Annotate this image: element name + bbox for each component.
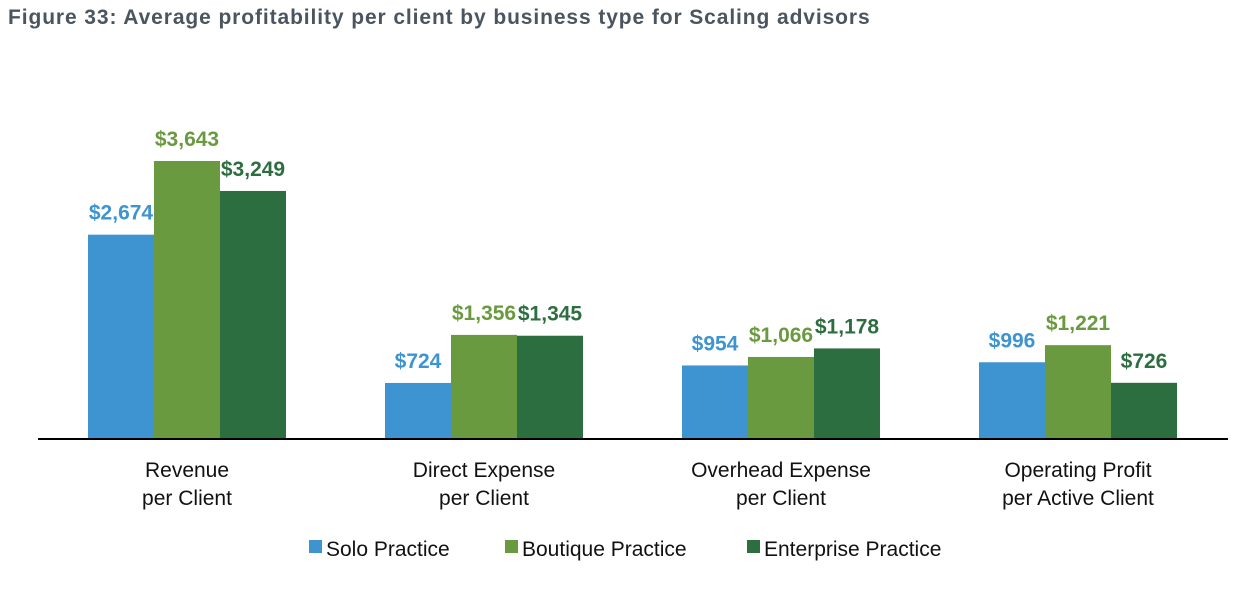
legend-swatch-2: [747, 540, 760, 553]
bar-1-0: [385, 382, 451, 438]
bar-3-0: [979, 362, 1045, 438]
bar-0-0: [88, 234, 154, 438]
legend-label-2: Enterprise Practice: [764, 538, 941, 561]
value-label-3-2: $726: [1121, 350, 1168, 373]
value-label-1-1: $1,356: [452, 302, 516, 325]
legend-swatch-1: [505, 540, 518, 553]
category-labels-group: Revenue per Client Direct Expense per Clien…: [142, 459, 1154, 510]
category-label-0-1: per Client: [142, 487, 232, 510]
bars-group: [88, 161, 1177, 438]
value-label-2-2: $1,178: [815, 315, 880, 338]
category-label-2-1: per Client: [736, 487, 826, 510]
bar-1-1: [451, 334, 517, 438]
bar-2-2: [814, 348, 880, 438]
legend: Solo Practice Boutique Practice Enterprise…: [309, 538, 941, 561]
value-labels-group: $2,674 $724 $954 $996 $3,643 $1,356 $1,066 $1,2…: [89, 128, 1167, 373]
bar-2-1: [748, 356, 814, 438]
category-label-3-1: per Active Client: [1002, 487, 1154, 510]
bar-3-1: [1045, 345, 1111, 438]
category-label-0-0: Revenue: [145, 459, 229, 482]
bar-0-1: [154, 161, 220, 438]
category-label-1-0: Direct Expense: [413, 459, 555, 482]
value-label-1-2: $1,345: [518, 303, 583, 326]
legend-label-1: Boutique Practice: [522, 538, 687, 561]
legend-label-0: Solo Practice: [326, 538, 450, 561]
bar-0-2: [220, 190, 286, 438]
category-label-1-1: per Client: [439, 487, 529, 510]
value-label-3-1: $1,221: [1046, 312, 1111, 335]
value-label-1-0: $724: [395, 350, 442, 373]
bar-2-0: [682, 365, 748, 438]
legend-swatch-0: [309, 540, 322, 553]
category-label-3-0: Operating Profit: [1004, 459, 1151, 482]
bar-1-2: [517, 335, 583, 438]
value-label-3-0: $996: [989, 329, 1036, 352]
chart-title: Figure 33: Average profitability per cli…: [8, 6, 871, 29]
value-label-0-0: $2,674: [89, 202, 154, 225]
value-label-0-1: $3,643: [155, 128, 219, 151]
value-label-0-2: $3,249: [221, 158, 285, 181]
category-label-2-0: Overhead Expense: [691, 459, 871, 482]
bar-3-2: [1111, 382, 1177, 438]
value-label-2-0: $954: [692, 332, 739, 355]
value-label-2-1: $1,066: [749, 324, 813, 347]
